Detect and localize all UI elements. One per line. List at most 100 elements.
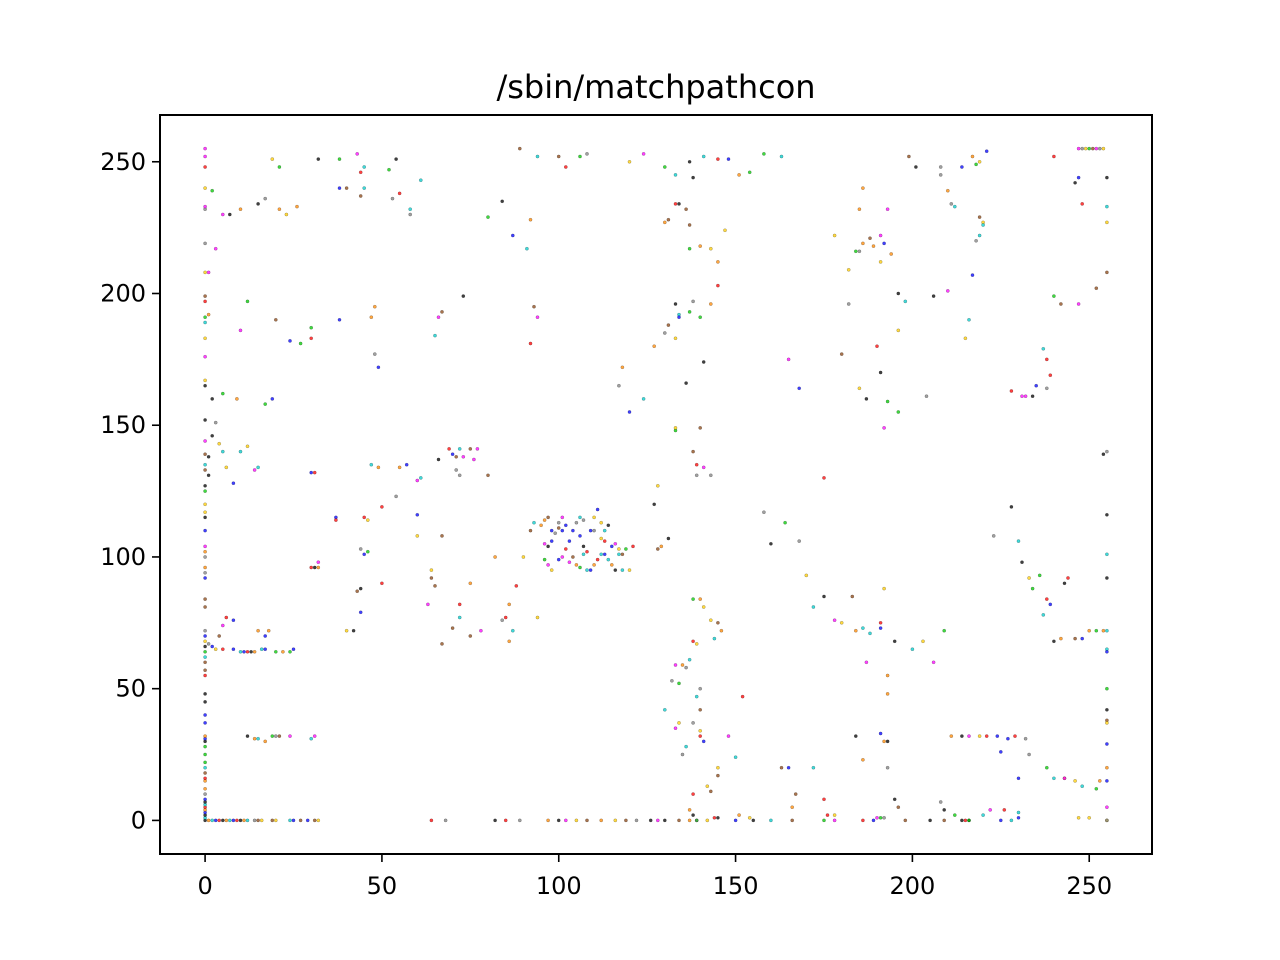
data-point [507, 639, 512, 644]
data-point [662, 220, 667, 225]
data-point [231, 481, 236, 486]
data-point [726, 734, 731, 738]
x-axis: 0 50 100 150 200 250 [197, 854, 1112, 900]
data-point [213, 818, 218, 823]
data-point [1052, 154, 1056, 159]
data-point [227, 212, 232, 217]
data-point [457, 602, 462, 607]
x-tick-label: 250 [1066, 872, 1112, 900]
data-point [394, 157, 398, 161]
y-tick-label: 0 [131, 806, 146, 834]
data-point [882, 815, 886, 820]
data-point [429, 818, 434, 823]
data-point [270, 157, 275, 161]
data-point [362, 186, 367, 190]
data-point [344, 628, 349, 633]
data-point [687, 657, 692, 662]
data-point [535, 315, 540, 320]
data-point [528, 528, 533, 533]
data-point [928, 818, 932, 823]
data-point [408, 207, 413, 212]
data-point [853, 734, 858, 738]
data-point [868, 236, 872, 241]
data-point [574, 818, 579, 823]
data-point [861, 626, 865, 630]
data-point [698, 244, 703, 248]
data-point [875, 815, 879, 820]
data-point [708, 789, 713, 794]
data-point [783, 520, 787, 525]
data-point [203, 452, 207, 457]
data-point [231, 618, 236, 623]
data-point [571, 555, 575, 559]
data-point [457, 447, 462, 451]
data-point [779, 154, 784, 159]
data-point [617, 552, 621, 557]
data-point [249, 649, 253, 654]
data-point [846, 302, 851, 306]
data-point [716, 260, 720, 264]
data-point [984, 149, 989, 154]
data-point [528, 217, 533, 222]
data-point [256, 818, 260, 823]
data-point [1052, 639, 1056, 644]
data-point [963, 818, 968, 823]
data-point [701, 605, 706, 609]
data-point [224, 465, 229, 470]
x-tick-label: 100 [536, 872, 582, 900]
data-point [549, 528, 554, 533]
data-point [281, 649, 285, 654]
data-point [337, 317, 342, 322]
data-point [203, 241, 207, 246]
data-point [723, 228, 727, 233]
data-point [263, 647, 268, 652]
data-point [595, 507, 600, 512]
data-point [1016, 810, 1021, 815]
data-point [963, 336, 968, 341]
data-point [864, 397, 869, 401]
data-point [567, 539, 572, 543]
data-point [312, 565, 317, 570]
data-point [832, 233, 837, 238]
data-point [1090, 146, 1095, 151]
data-point [797, 386, 802, 391]
data-point [560, 515, 565, 520]
data-point [252, 468, 257, 472]
data-point [779, 765, 784, 770]
data-point [1094, 628, 1099, 633]
data-point [546, 818, 550, 823]
data-point [220, 212, 225, 217]
data-point [896, 410, 901, 414]
data-point [517, 146, 522, 151]
data-point [1101, 628, 1106, 633]
data-point [429, 568, 434, 572]
data-point [652, 344, 657, 349]
data-point [907, 154, 911, 159]
data-point [1094, 146, 1099, 151]
data-point [1030, 394, 1035, 399]
data-point [1066, 576, 1070, 580]
chart-title: /sbin/matchpathcon [496, 68, 815, 106]
data-point [1097, 146, 1102, 151]
data-point [203, 270, 207, 275]
data-point [203, 639, 207, 644]
data-point [288, 649, 292, 654]
data-point [822, 818, 826, 823]
data-point [217, 818, 222, 823]
data-point [206, 642, 211, 646]
data-point [362, 552, 367, 557]
data-point [662, 165, 667, 169]
data-point [705, 784, 710, 789]
data-point [662, 331, 667, 335]
data-point [1105, 805, 1109, 810]
data-point [701, 154, 706, 159]
data-point [938, 173, 943, 177]
data-point [673, 173, 678, 177]
data-point [316, 560, 321, 565]
data-point [380, 505, 384, 509]
data-point [733, 818, 738, 823]
data-point [716, 157, 720, 161]
data-point [861, 241, 865, 246]
data-point [245, 734, 250, 738]
data-point [581, 552, 586, 557]
